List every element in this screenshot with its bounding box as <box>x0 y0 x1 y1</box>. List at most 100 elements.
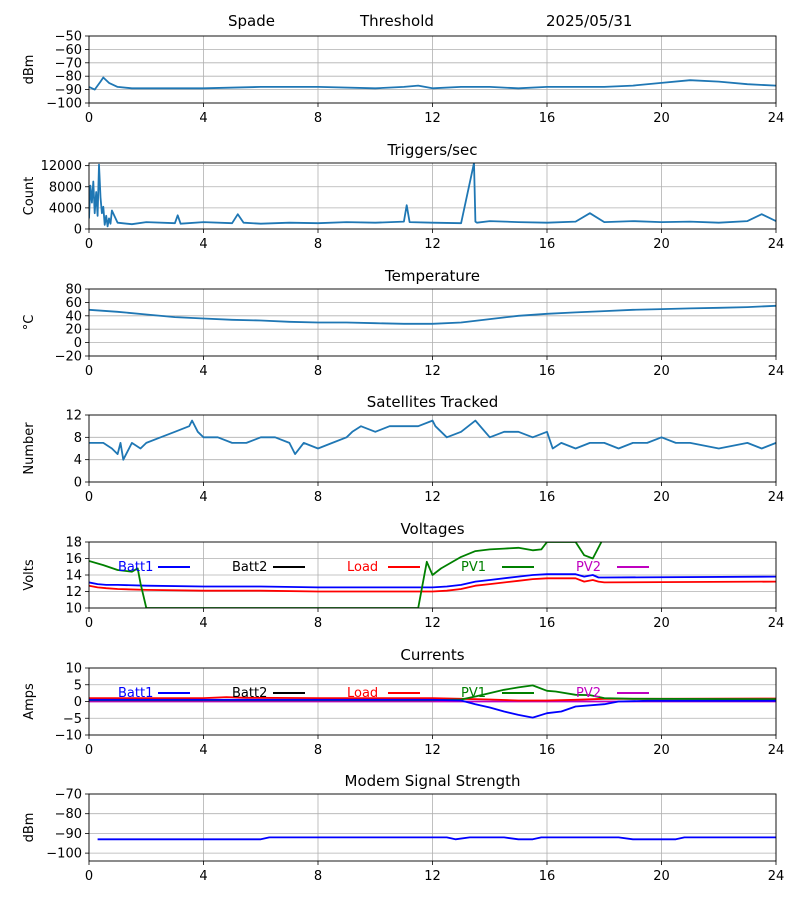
y-tick-label: 12 <box>65 585 82 600</box>
y-tick-label: 4 <box>74 453 82 468</box>
chart-currents: 0 4 8 12 16 20 24 −10 −5 0 510 Currents Amps Batt1 Bat… <box>22 646 784 758</box>
x-tick-label: 20 <box>653 869 670 884</box>
chart-title: Voltages <box>400 520 464 538</box>
x-tick-label: 0 <box>85 743 93 758</box>
legend-label-pv1: PV1 <box>461 686 486 701</box>
x-tick-label: 4 <box>199 869 207 884</box>
y-tick-label: 16 <box>65 552 82 567</box>
y-tick-label: −20 <box>55 350 82 365</box>
x-tick-label: 16 <box>539 111 556 126</box>
x-tick-label: 24 <box>768 743 785 758</box>
chart-satellites: 0 4 8 12 16 20 24 0 4 8 12 Satellites Tracked Number <box>22 393 784 505</box>
x-tick-label: 0 <box>85 490 93 505</box>
chart-title: Currents <box>400 646 464 664</box>
y-tick-label: 10 <box>65 602 82 617</box>
x-tick-label: 4 <box>199 111 207 126</box>
x-tick-label: 24 <box>768 364 785 379</box>
x-tick-label: 8 <box>314 364 322 379</box>
x-tick-label: 16 <box>539 869 556 884</box>
x-tick-label: 16 <box>539 743 556 758</box>
x-tick-label: 12 <box>424 364 441 379</box>
x-tick-label: 4 <box>199 237 207 252</box>
x-tick-label: 8 <box>314 111 322 126</box>
legend-label-batt2: Batt2 <box>232 560 267 575</box>
plot-frame <box>88 793 777 862</box>
y-tick-label: 80 <box>65 283 82 298</box>
chart-title: Satellites Tracked <box>367 393 498 411</box>
y-axis-label: Volts <box>22 559 37 591</box>
series-line <box>89 163 776 228</box>
y-tick-label: 20 <box>65 323 82 338</box>
series-line-load <box>89 577 776 593</box>
x-tick-label: 20 <box>653 616 670 631</box>
y-axis-label: dBm <box>22 813 37 843</box>
x-tick-label: 12 <box>424 111 441 126</box>
series-line <box>89 76 776 91</box>
chart-threshold: 0 4 8 12 16 20 24 −100−90−80−70−60−50 dBm <box>22 30 784 127</box>
y-tick-label: −60 <box>55 43 82 58</box>
y-tick-label: −100 <box>46 97 82 112</box>
x-tick-label: 8 <box>314 490 322 505</box>
plot-frame <box>88 288 777 357</box>
y-tick-label: 4000 <box>49 201 82 216</box>
x-tick-label: 8 <box>314 743 322 758</box>
x-tick-label: 20 <box>653 490 670 505</box>
legend-label-pv1: PV1 <box>461 560 486 575</box>
y-tick-label: −80 <box>55 70 82 85</box>
y-tick-label: 0 <box>74 476 82 491</box>
x-tick-label: 24 <box>768 616 785 631</box>
series-line-pv1 <box>89 542 603 608</box>
x-tick-label: 20 <box>653 364 670 379</box>
y-axis-label: dBm <box>22 55 37 85</box>
plot-frame <box>88 414 777 483</box>
x-tick-label: 4 <box>199 616 207 631</box>
y-tick-label: −90 <box>55 83 82 98</box>
chart-title: Temperature <box>384 267 480 285</box>
x-tick-label: 24 <box>768 869 785 884</box>
x-tick-label: 12 <box>424 490 441 505</box>
legend-label-pv2: PV2 <box>576 686 601 701</box>
x-tick-label: 16 <box>539 490 556 505</box>
y-tick-label: −70 <box>55 788 82 803</box>
x-tick-label: 8 <box>314 616 322 631</box>
x-tick-label: 20 <box>653 111 670 126</box>
y-tick-label: −10 <box>55 729 82 744</box>
series-line-batt1 <box>89 698 776 719</box>
y-axis-label: °C <box>22 315 37 331</box>
x-tick-label: 16 <box>539 237 556 252</box>
report-header: Spade Threshold 2025/05/31 <box>0 0 800 36</box>
x-tick-label: 12 <box>424 237 441 252</box>
y-tick-label: 0 <box>74 695 82 710</box>
y-tick-label: −90 <box>55 827 82 842</box>
chart-title: Modem Signal Strength <box>345 772 521 790</box>
legend-label-batt1: Batt1 <box>118 686 153 701</box>
y-tick-label: −5 <box>63 712 82 727</box>
report-date: 2025/05/31 <box>546 12 633 30</box>
x-tick-label: 12 <box>424 869 441 884</box>
plot-frame <box>88 162 777 230</box>
x-tick-label: 0 <box>85 616 93 631</box>
y-tick-label: 0 <box>74 336 82 351</box>
plot-frame <box>88 667 777 736</box>
x-tick-label: 12 <box>424 616 441 631</box>
y-axis-label: Count <box>22 177 37 216</box>
x-tick-label: 24 <box>768 237 785 252</box>
legend-label-load: Load <box>347 560 378 575</box>
x-tick-label: 24 <box>768 111 785 126</box>
x-tick-label: 24 <box>768 490 785 505</box>
series-line-batt1 <box>89 573 776 589</box>
x-tick-label: 0 <box>85 111 93 126</box>
y-tick-label: 18 <box>65 536 82 551</box>
x-tick-label: 4 <box>199 743 207 758</box>
x-tick-label: 4 <box>199 490 207 505</box>
y-tick-label: −80 <box>55 807 82 822</box>
x-tick-label: 8 <box>314 237 322 252</box>
x-tick-label: 0 <box>85 869 93 884</box>
y-axis-label: Amps <box>22 683 37 720</box>
x-tick-label: 16 <box>539 616 556 631</box>
series-line-pv1 <box>89 684 776 702</box>
x-tick-label: 12 <box>424 743 441 758</box>
